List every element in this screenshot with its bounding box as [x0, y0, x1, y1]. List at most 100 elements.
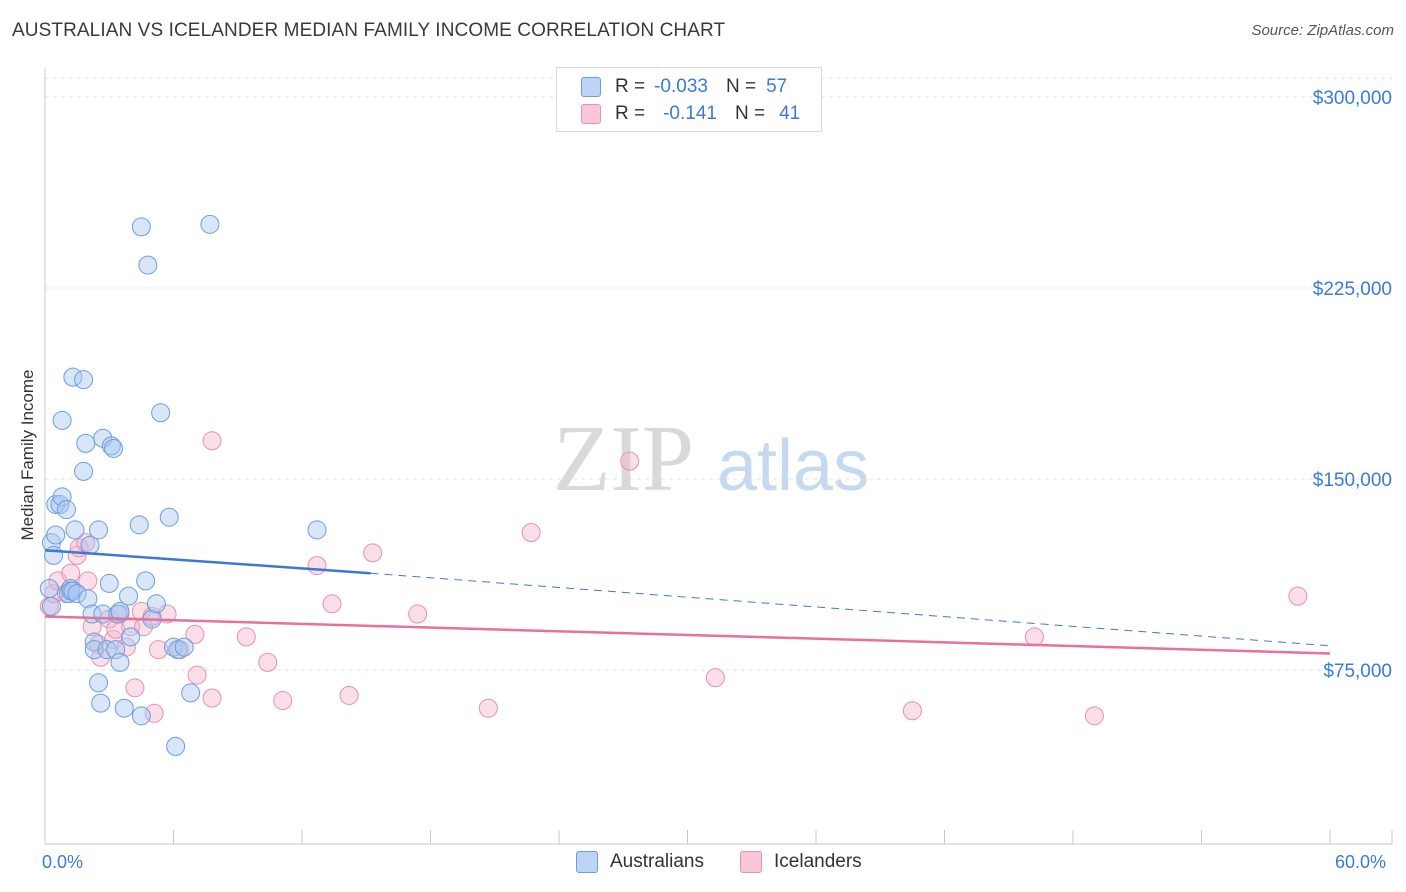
- australian-point: [138, 255, 158, 275]
- australian-point: [56, 500, 76, 520]
- y-tick-label: $75,000: [1323, 661, 1392, 682]
- legend-row-icelanders: R = -0.141 N = 41: [581, 102, 800, 126]
- australian-point: [166, 736, 186, 756]
- australian-point: [136, 571, 156, 591]
- legend-r-value: -0.033: [654, 76, 708, 97]
- australians-trend-dashed: [370, 572, 1331, 647]
- x-max-label: 60.0%: [1335, 852, 1387, 872]
- australian-point: [46, 525, 66, 545]
- legend-item-australians[interactable]: Australians: [576, 851, 704, 873]
- australian-point: [89, 520, 109, 540]
- australian-point: [200, 214, 220, 234]
- australian-point: [44, 545, 64, 565]
- icelander-point: [1024, 627, 1044, 647]
- icelander-point: [236, 627, 256, 647]
- icelander-point: [106, 619, 126, 639]
- legend-r-label: R =: [615, 103, 646, 124]
- icelander-point: [902, 701, 922, 721]
- australian-point: [121, 627, 141, 647]
- legend-r-value: -0.141: [663, 103, 717, 124]
- legend-label-australians: Australians: [610, 851, 704, 872]
- icelander-point: [478, 698, 498, 718]
- icelander-point: [187, 665, 207, 685]
- icelander-point: [408, 604, 428, 624]
- legend-swatch-pink: [740, 851, 762, 873]
- icelander-point: [258, 652, 278, 672]
- y-tick-label: $150,000: [1313, 470, 1392, 491]
- australian-point: [74, 370, 94, 390]
- grid-lines: [45, 77, 1392, 671]
- icelander-point: [363, 543, 383, 563]
- australian-point: [78, 589, 98, 609]
- australian-point: [174, 637, 194, 657]
- icelander-point: [149, 640, 169, 660]
- australian-point: [119, 586, 139, 606]
- icelander-point: [202, 431, 222, 451]
- icelander-point: [521, 522, 541, 542]
- australian-point: [74, 461, 94, 481]
- legend-n-value: 57: [766, 76, 788, 97]
- icelander-point: [202, 688, 222, 708]
- australian-point: [131, 706, 151, 726]
- australian-point: [307, 520, 327, 540]
- australian-point: [104, 438, 124, 458]
- y-tick-label: $300,000: [1313, 88, 1392, 109]
- australian-point: [89, 673, 109, 693]
- y-tick-label: $225,000: [1313, 279, 1392, 300]
- watermark-zip: ZIP: [553, 407, 694, 511]
- legend-n-label: N =: [725, 76, 757, 97]
- legend-n-label: N =: [734, 103, 766, 124]
- x-min-label: 0.0%: [42, 852, 84, 872]
- australian-point: [114, 698, 134, 718]
- axes: [44, 68, 1393, 845]
- icelander-point: [185, 624, 205, 644]
- watermark-atlas: atlas: [717, 426, 869, 506]
- australian-point: [146, 594, 166, 614]
- australian-point: [151, 403, 171, 423]
- series-legend: Australians Icelanders: [0, 851, 1406, 877]
- australian-point: [52, 410, 72, 430]
- australian-point: [65, 520, 85, 540]
- legend-label-icelanders: Icelanders: [774, 851, 862, 872]
- watermark: ZIP atlas: [553, 407, 869, 511]
- australian-point: [110, 601, 130, 621]
- legend-swatch-blue: [576, 851, 598, 873]
- chart-title: AUSTRALIAN VS ICELANDER MEDIAN FAMILY IN…: [12, 20, 726, 41]
- icelander-point: [705, 668, 725, 688]
- icelander-point: [307, 556, 327, 576]
- icelander-point: [620, 451, 640, 471]
- australian-point: [52, 487, 72, 507]
- australian-point: [129, 515, 149, 535]
- australian-point: [67, 584, 87, 604]
- icelander-point: [273, 691, 293, 711]
- australian-point: [159, 507, 179, 527]
- australian-point: [181, 683, 201, 703]
- legend-item-icelanders[interactable]: Icelanders: [740, 851, 862, 873]
- icelander-point: [339, 685, 359, 705]
- australian-point: [39, 579, 59, 599]
- legend-swatch-blue: [581, 77, 601, 97]
- australian-point: [110, 652, 130, 672]
- australian-point: [76, 433, 96, 453]
- australians-points: [39, 214, 327, 756]
- australian-point: [101, 436, 121, 456]
- australian-point: [46, 494, 66, 514]
- australian-point: [106, 640, 126, 660]
- legend-row-australians: R = -0.033 N = 57: [581, 75, 787, 99]
- legend-n-value: 41: [779, 103, 801, 124]
- australian-point: [50, 494, 70, 514]
- trend-lines: [44, 549, 1331, 655]
- icelander-point: [125, 678, 145, 698]
- icelander-point: [1288, 586, 1308, 606]
- legend-swatch-pink: [581, 104, 601, 124]
- stats-legend: R = -0.033 N = 57 R = -0.141 N = 41: [556, 67, 822, 132]
- legend-r-label: R =: [615, 76, 646, 97]
- source-credit: Source: ZipAtlas.com: [1251, 22, 1394, 39]
- australian-point: [131, 217, 151, 237]
- y-axis-label: Median Family Income: [18, 369, 37, 541]
- australian-point: [91, 693, 111, 713]
- australians-trend-solid: [44, 549, 371, 575]
- icelanders-trend: [44, 615, 1331, 655]
- icelander-point: [157, 604, 177, 624]
